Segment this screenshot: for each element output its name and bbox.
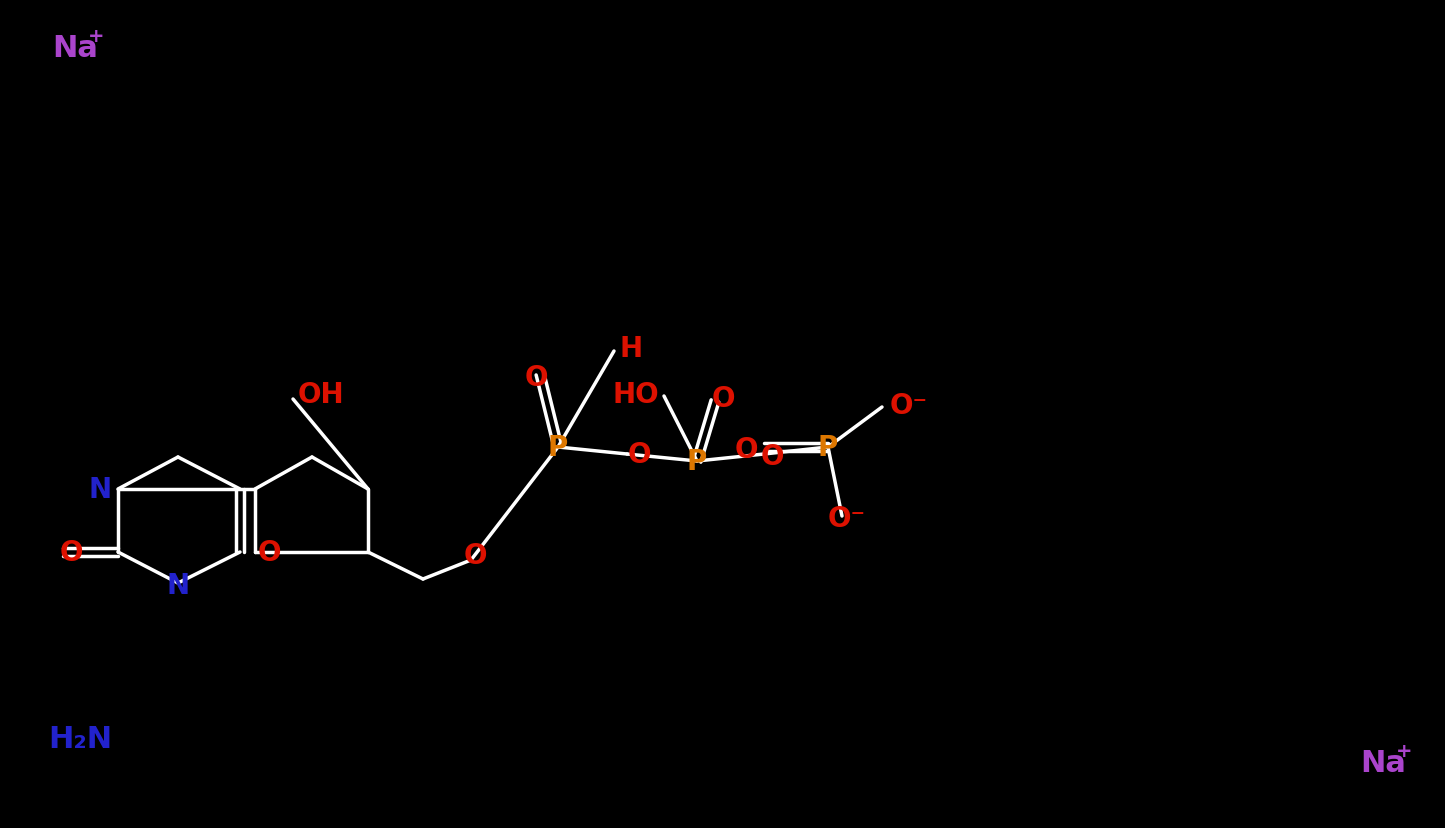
Text: O: O — [59, 538, 82, 566]
Text: O: O — [760, 442, 783, 470]
Text: H₂N: H₂N — [48, 724, 113, 753]
Text: O: O — [525, 363, 548, 392]
Text: P: P — [548, 434, 568, 461]
Text: O: O — [627, 440, 650, 469]
Text: Na: Na — [52, 33, 98, 62]
Text: O⁻: O⁻ — [828, 504, 866, 532]
Text: P: P — [686, 447, 707, 475]
Text: H: H — [618, 335, 642, 363]
Text: P: P — [818, 434, 838, 461]
Text: +: + — [1396, 742, 1413, 761]
Text: O: O — [711, 384, 734, 412]
Text: O: O — [734, 436, 759, 464]
Text: O⁻: O⁻ — [890, 392, 928, 420]
Text: OH: OH — [298, 381, 344, 408]
Text: +: + — [88, 26, 104, 46]
Text: HO: HO — [613, 381, 659, 408]
Text: O: O — [257, 538, 280, 566]
Text: N: N — [166, 571, 189, 599]
Text: N: N — [88, 475, 111, 503]
Text: O: O — [464, 542, 487, 570]
Text: Na: Na — [1360, 749, 1406, 777]
